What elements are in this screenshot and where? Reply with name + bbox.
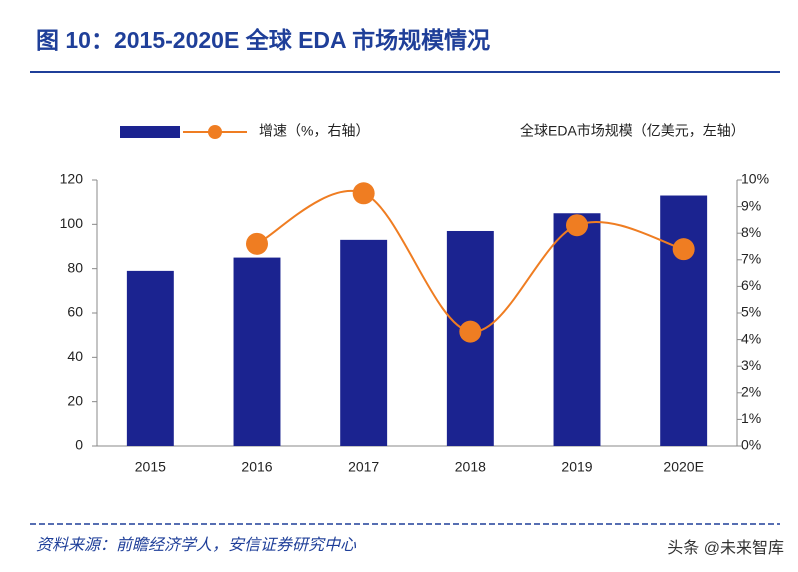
bar: [126, 270, 174, 446]
line-marker: [566, 214, 588, 237]
watermark: 头条 @未来智库: [667, 539, 784, 557]
legend-swatch: [120, 126, 180, 138]
y-tick-label: 40: [67, 348, 83, 364]
bar: [553, 213, 601, 446]
y2-tick-label: 5%: [741, 304, 761, 320]
y-tick-label: 0: [75, 437, 83, 453]
y2-tick-label: 7%: [741, 251, 761, 267]
y2-tick-label: 3%: [741, 357, 761, 373]
bar: [233, 257, 281, 446]
legend-swatch: [208, 125, 222, 139]
y2-tick-label: 4%: [741, 330, 761, 346]
x-tick-label: 2020E: [663, 459, 703, 475]
legend-label: 全球EDA市场规模（亿美元，左轴）: [520, 123, 745, 139]
bar: [660, 195, 708, 446]
source: 资料来源：前瞻经济学人，安信证券研究中心: [36, 536, 357, 554]
y-tick-label: 120: [60, 171, 84, 187]
legend-label: 增速（%，右轴）: [259, 123, 369, 139]
x-tick-label: 2019: [561, 459, 592, 475]
chart-title: 图 10：2015-2020E 全球 EDA 市场规模情况: [36, 27, 490, 53]
x-tick-label: 2017: [348, 459, 379, 475]
x-tick-label: 2016: [241, 459, 272, 475]
y2-tick-label: 1%: [741, 410, 761, 426]
line-marker: [246, 232, 268, 255]
y2-tick-label: 8%: [741, 224, 761, 240]
y2-tick-label: 9%: [741, 197, 761, 213]
x-tick-label: 2015: [135, 459, 166, 475]
y2-tick-label: 0%: [741, 437, 761, 453]
y-tick-label: 60: [67, 304, 83, 320]
line-marker: [672, 238, 695, 261]
line-marker: [459, 320, 482, 343]
y-tick-label: 100: [60, 215, 84, 231]
bar: [340, 239, 388, 446]
y2-tick-label: 10%: [741, 171, 769, 187]
y2-tick-label: 2%: [741, 384, 761, 400]
line-marker: [352, 182, 375, 205]
x-tick-label: 2018: [455, 459, 486, 475]
y2-tick-label: 6%: [741, 277, 761, 293]
y-tick-label: 20: [67, 392, 83, 408]
y-tick-label: 80: [67, 259, 83, 275]
